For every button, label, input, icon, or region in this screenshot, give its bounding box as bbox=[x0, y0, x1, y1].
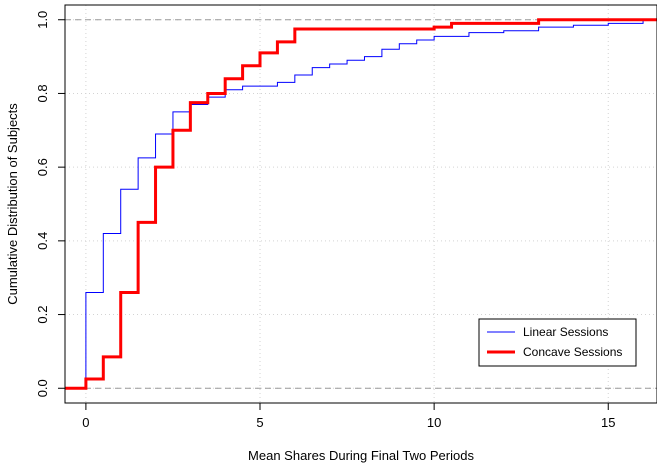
x-tick-label-1: 5 bbox=[256, 415, 263, 430]
y-tick-label-3: 0.6 bbox=[35, 158, 50, 176]
series-line-concave bbox=[65, 18, 657, 390]
series-line-linear bbox=[65, 19, 657, 389]
y-axis-title: Cumulative Distribution of Subjects bbox=[5, 103, 20, 305]
series bbox=[65, 18, 657, 390]
x-tick-label-2: 10 bbox=[427, 415, 441, 430]
x-axis: 0 5 10 15 bbox=[82, 402, 615, 430]
y-axis: 0.0 0.2 0.4 0.6 0.8 1.0 bbox=[35, 11, 66, 397]
y-tick-label-1: 0.2 bbox=[35, 306, 50, 324]
legend: Linear Sessions Concave Sessions bbox=[478, 318, 637, 367]
x-axis-title: Mean Shares During Final Two Periods bbox=[248, 448, 474, 463]
y-tick-label-4: 0.8 bbox=[35, 84, 50, 102]
y-tick-label-5: 1.0 bbox=[35, 11, 50, 29]
legend-box bbox=[478, 318, 637, 367]
y-tick-label-2: 0.4 bbox=[35, 232, 50, 250]
y-tick-label-0: 0.0 bbox=[35, 379, 50, 397]
legend-label-concave: Concave Sessions bbox=[523, 345, 622, 359]
x-tick-label-0: 0 bbox=[82, 415, 89, 430]
x-tick-label-3: 15 bbox=[601, 415, 615, 430]
legend-label-linear: Linear Sessions bbox=[523, 325, 608, 339]
